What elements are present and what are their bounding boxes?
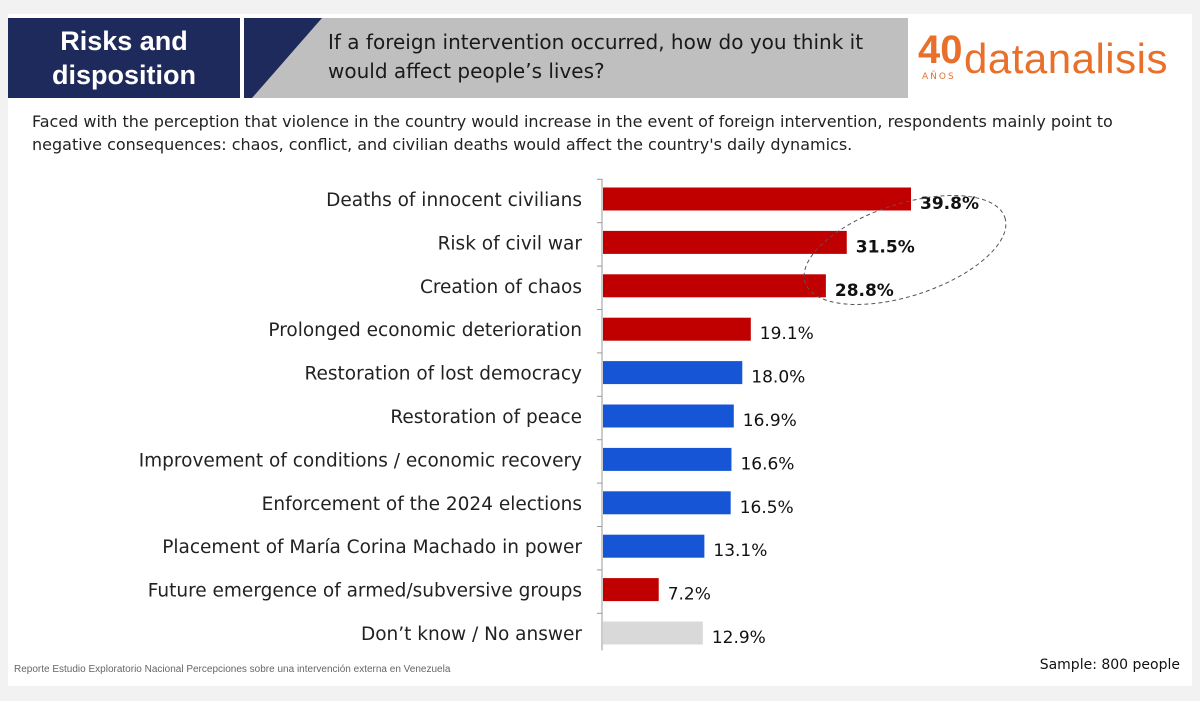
data-label: 18.0%: [751, 368, 805, 388]
category-label: Enforcement of the 2024 elections: [262, 494, 582, 515]
data-label: 12.9%: [712, 628, 766, 648]
category-label: Restoration of peace: [390, 407, 582, 428]
bar: [603, 230, 847, 254]
bar: [603, 317, 751, 341]
bar: [603, 404, 734, 428]
category-label: Don’t know / No answer: [361, 624, 582, 645]
bar: [603, 534, 705, 558]
bar: [603, 621, 703, 645]
data-label: 39.8%: [920, 194, 979, 214]
data-label: 7.2%: [668, 585, 711, 605]
chart-subtitle: Faced with the perception that violence …: [32, 112, 1113, 154]
category-label: Prolonged economic deterioration: [268, 320, 582, 341]
section-title-box: Risks and disposition: [8, 18, 240, 98]
category-label: Risk of civil war: [438, 233, 583, 254]
slide: Risks and disposition If a foreign inter…: [8, 14, 1192, 686]
logo-anniversary-sub: AÑOS: [922, 72, 956, 82]
category-label: Creation of chaos: [420, 277, 582, 298]
question-text: If a foreign intervention occurred, how …: [328, 30, 864, 83]
source-note: Reporte Estudio Exploratorio Nacional Pe…: [14, 664, 451, 675]
logo-anniversary: 40: [918, 28, 963, 72]
category-label: Deaths of innocent civilians: [326, 190, 582, 211]
question-box: [252, 18, 908, 98]
sample-size: Sample: 800 people: [1039, 657, 1180, 673]
bar: [603, 447, 732, 471]
bar: [603, 361, 743, 385]
category-label: Restoration of lost democracy: [304, 364, 582, 385]
data-label: 16.9%: [743, 411, 797, 431]
data-label: 19.1%: [760, 324, 814, 344]
datanalisis-logo: 40 AÑOS datanalisis: [914, 28, 1184, 98]
data-label: 31.5%: [856, 237, 915, 257]
data-label: 16.5%: [740, 498, 794, 518]
category-label: Placement of María Corina Machado in pow…: [162, 537, 582, 558]
highlight-ellipse: [803, 195, 1007, 305]
bar: [603, 187, 911, 211]
category-label: Future emergence of armed/subversive gro…: [148, 581, 582, 602]
category-label: Improvement of conditions / economic rec…: [139, 450, 582, 471]
section-title: Risks and disposition: [52, 26, 196, 90]
bar: [603, 274, 826, 298]
bar: [603, 491, 731, 515]
logo-brand: datanalisis: [964, 35, 1168, 82]
data-label: 28.8%: [835, 281, 894, 301]
data-label: 16.6%: [740, 454, 794, 474]
bar: [603, 578, 659, 602]
data-label: 13.1%: [713, 541, 767, 561]
